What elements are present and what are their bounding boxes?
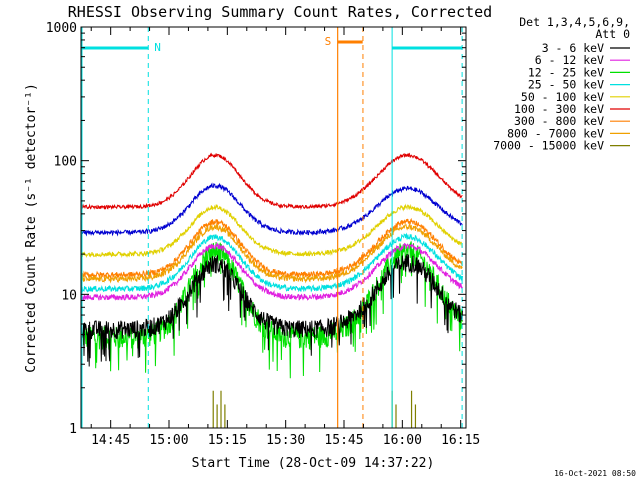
y-tick-label-1: 10 [61,288,77,303]
series-line-1 [81,242,463,301]
legend-label-0: 3 - 6 keV [542,41,604,55]
legend-label-1: 6 - 12 keV [535,53,604,67]
y-tick-label-3: 1000 [46,21,77,36]
x-tick-label-3: 15:30 [266,433,305,448]
x-tick-label-4: 15:45 [324,433,363,448]
series-line-5 [81,152,463,211]
series-line-4 [81,203,463,259]
legend-header-line2: Att 0 [595,27,630,41]
legend-label-6: 300 - 800 keV [514,114,604,128]
y-tick-label-0: 1 [69,422,77,437]
annotation-label-0: N [154,41,161,54]
timestamp: 16-Oct-2021 08:50 [554,469,636,478]
series-line-2 [81,241,463,379]
x-tick-label-2: 15:15 [208,433,247,448]
legend-label-8: 7000 - 15000 keV [493,139,604,153]
series-line-7 [81,223,463,284]
y-tick-label-2: 100 [54,155,77,170]
x-tick-label-1: 15:00 [149,433,188,448]
legend-label-4: 50 - 100 keV [521,90,604,104]
x-axis-label: Start Time (28-Oct-09 14:37:22) [192,456,435,471]
series-line-0 [81,254,463,367]
legend-label-7: 800 - 7000 keV [507,126,604,140]
legend-label-3: 25 - 50 keV [528,78,604,92]
series-line-blue [81,182,463,237]
legend-label-5: 100 - 300 keV [514,102,604,116]
chart-title: RHESSI Observing Summary Count Rates, Co… [68,3,492,21]
series-line-3 [81,232,463,293]
x-tick-label-5: 16:00 [383,433,422,448]
x-tick-label-0: 14:45 [91,433,130,448]
legend-label-2: 12 - 25 keV [528,65,604,79]
axes-frame [80,26,467,429]
axes: 1 10 100 1000 14:45 15:00 15:15 15:30 15:45 16:00… [46,21,481,448]
annotation-label-2: S [325,35,332,48]
y-axis-label: Corrected Count Rate (s⁻¹ detector⁻¹) [24,83,39,373]
legend-header-line1: Det 1,3,4,5,6,9, [519,15,630,29]
x-tick-label-6: 16:15 [441,433,480,448]
